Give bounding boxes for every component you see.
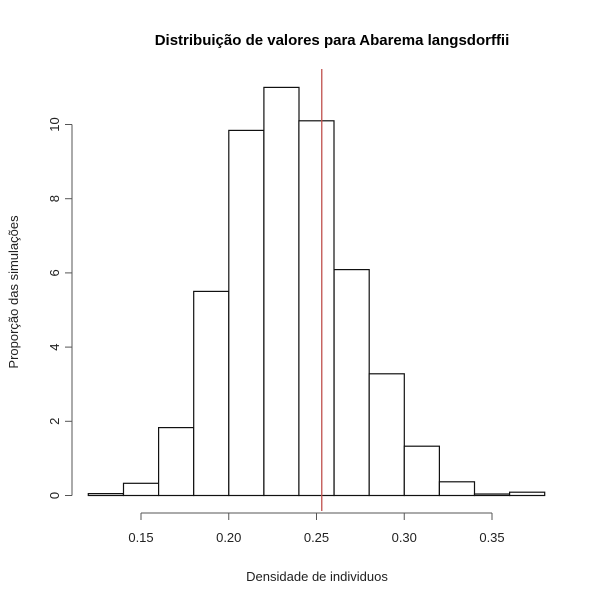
y-axis-label: Proporção das simulações [6, 215, 21, 369]
x-axis-label: Densidade de individuos [246, 569, 388, 584]
chart-title: Distribuição de valores para Abarema lan… [155, 32, 510, 49]
histogram-bar [263, 86, 300, 497]
histogram-bar [122, 482, 160, 497]
histogram-bar [158, 427, 195, 497]
y-tick-label: 6 [47, 269, 62, 276]
histogram-bar [193, 290, 230, 497]
y-tick-label: 8 [47, 195, 62, 202]
y-tick-label: 0 [47, 492, 62, 499]
histogram-bar [333, 269, 370, 497]
histogram-bar [473, 493, 511, 497]
y-tick-label: 2 [47, 418, 62, 425]
histogram-bar [298, 120, 335, 497]
y-tick-label: 10 [47, 117, 62, 131]
histogram-bars [87, 86, 546, 497]
y-tick-label: 4 [47, 343, 62, 350]
x-axis: 0.15 0.20 0.25 0.30 0.35 [128, 512, 505, 545]
x-tick-label: 0.20 [216, 530, 241, 545]
histogram-bar [403, 445, 440, 497]
histogram-bar [87, 493, 125, 497]
histogram-bar [228, 129, 265, 497]
histogram-bar [438, 481, 476, 497]
y-axis: 0 2 4 6 8 10 [47, 117, 73, 499]
x-tick-label: 0.15 [128, 530, 153, 545]
x-tick-label: 0.35 [479, 530, 504, 545]
x-tick-label: 0.30 [392, 530, 417, 545]
x-tick-label: 0.25 [304, 530, 329, 545]
histogram-bar [509, 491, 546, 497]
histogram-bar [368, 373, 405, 497]
